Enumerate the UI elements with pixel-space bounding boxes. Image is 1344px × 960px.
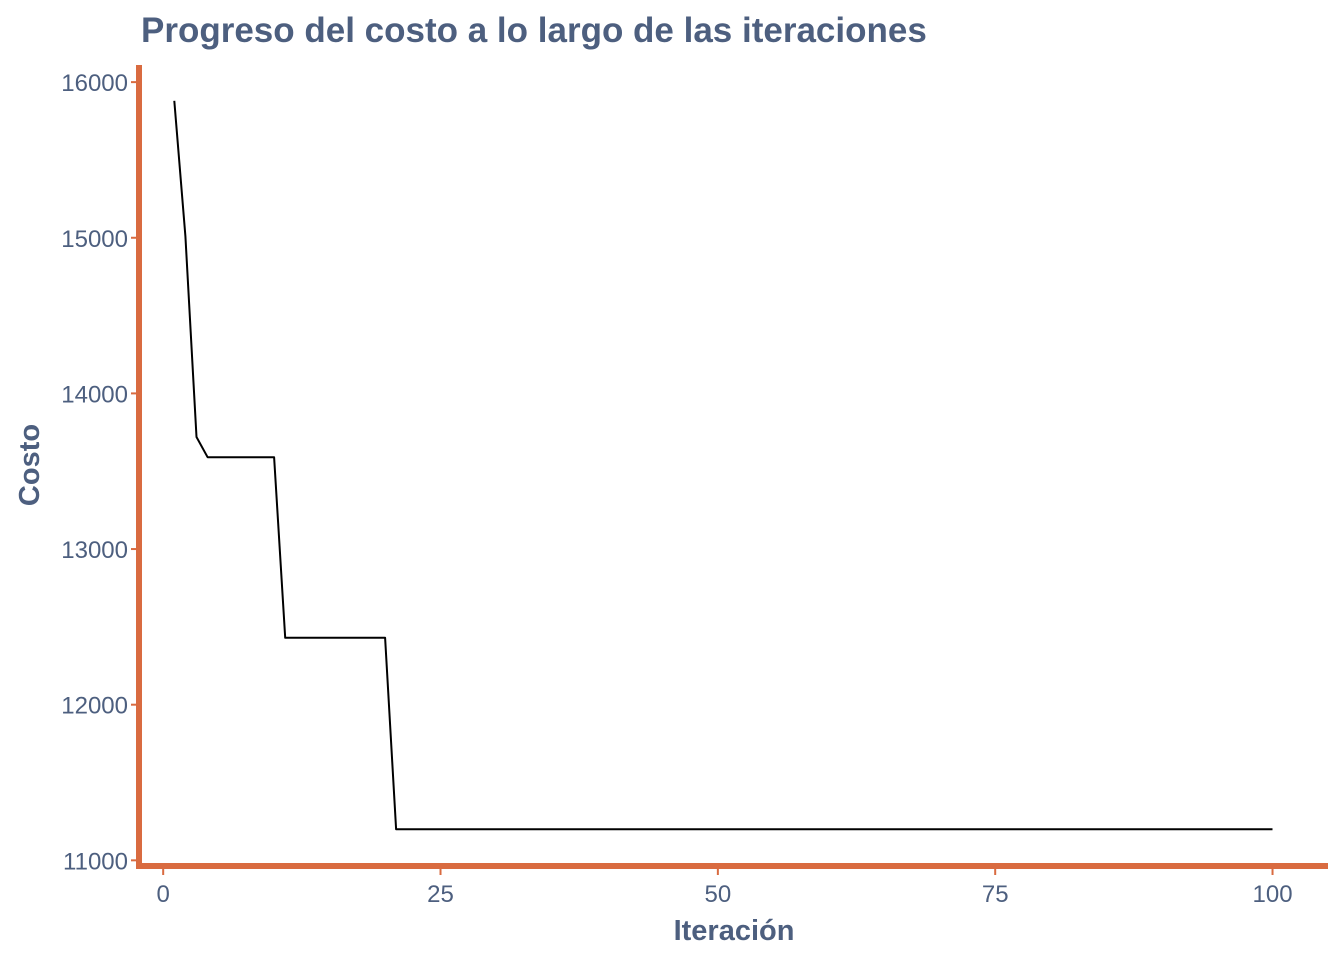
- x-tick-label: 50: [705, 881, 732, 908]
- chart-title: Progreso del costo a lo largo de las ite…: [141, 11, 927, 50]
- x-axis-ticks: 0 25 50 75 100: [157, 869, 1293, 908]
- y-tick-label: 16000: [61, 70, 128, 97]
- x-tick-label: 0: [157, 881, 170, 908]
- y-axis-title: Costo: [14, 424, 46, 506]
- plot-area: [173, 100, 1273, 831]
- x-tick-label: 100: [1253, 881, 1293, 908]
- y-tick-label: 11000: [63, 848, 128, 875]
- axes: [136, 65, 1328, 869]
- x-axis-title: Iteración: [674, 915, 795, 947]
- y-tick-label: 14000: [61, 381, 128, 408]
- x-tick-label: 25: [427, 881, 454, 908]
- y-axis-ticks: 11000 12000 13000 14000 15000 16000: [61, 70, 137, 875]
- y-tick-label: 15000: [61, 226, 128, 253]
- series-line-0: [173, 100, 1273, 831]
- x-tick-label: 75: [982, 881, 1009, 908]
- y-tick-label: 12000: [61, 693, 128, 720]
- y-tick-label: 13000: [61, 537, 128, 564]
